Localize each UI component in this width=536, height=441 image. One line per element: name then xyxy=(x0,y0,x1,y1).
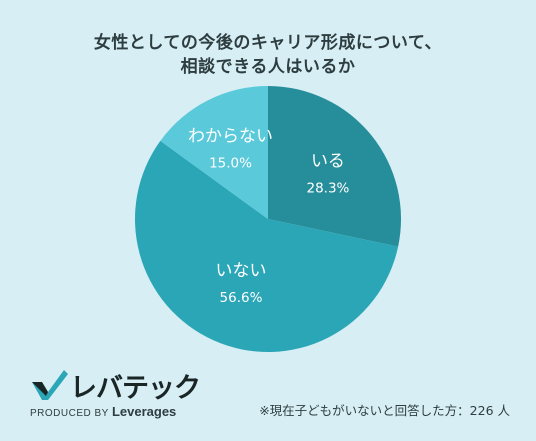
pie-slice-2 xyxy=(160,86,268,219)
chart-title-line1: 女性としての今後のキャリア形成について、 xyxy=(93,33,443,53)
slice-value-0: 28.3% xyxy=(306,180,349,196)
slice-value-1: 56.6% xyxy=(220,290,263,306)
chart-title-line2: 相談できる人はいるか xyxy=(180,57,356,77)
pie-slice-0 xyxy=(268,86,401,247)
respondent-note: ※現在子どもがいないと回答した方：226 人 xyxy=(259,403,510,418)
slice-value-2: 15.0% xyxy=(209,156,252,172)
checkmark-icon xyxy=(32,370,68,400)
produced-by-label: PRODUCED BY xyxy=(30,408,109,419)
produced-by: PRODUCED BY Leverages xyxy=(30,404,176,419)
levtech-logo: レバテック PRODUCED BY Leverages xyxy=(30,364,210,424)
brand-name: Leverages xyxy=(111,404,177,419)
logo-text: レバテック xyxy=(70,373,201,404)
slice-label-2: わからない xyxy=(188,127,273,147)
slice-label-0: いる xyxy=(311,151,345,171)
pie-slice-1 xyxy=(135,140,399,352)
slice-label-1: いない xyxy=(215,261,266,281)
